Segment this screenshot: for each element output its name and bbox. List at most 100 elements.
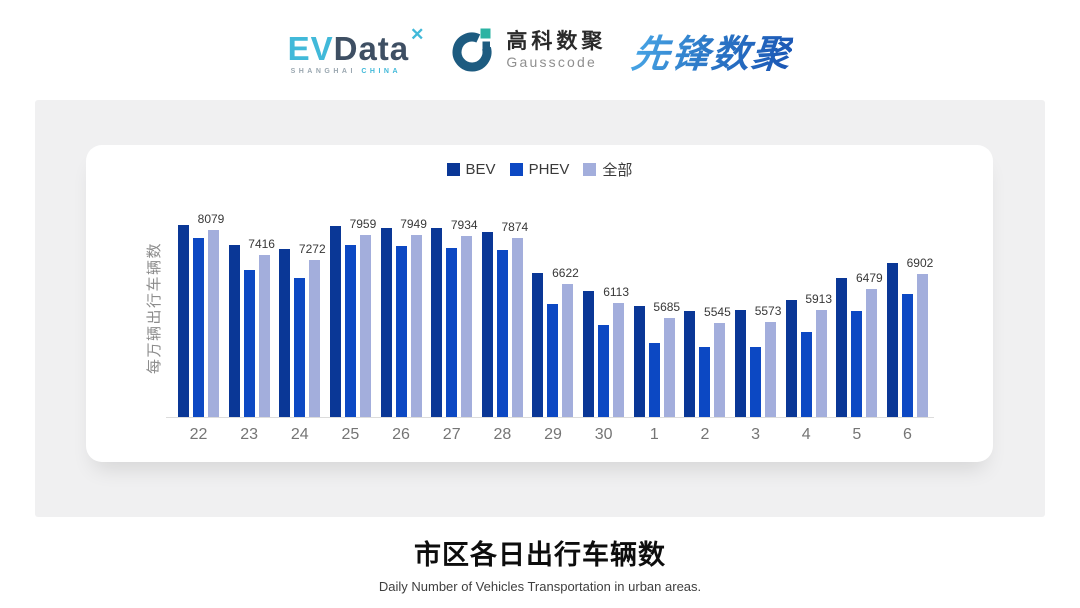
legend-label: BEV bbox=[465, 161, 496, 178]
bar-group-1: 5685 bbox=[633, 217, 680, 417]
gausscode-en-text: Gausscode bbox=[506, 54, 598, 71]
page-footer: 市区各日出行车辆数 Daily Number of Vehicles Trans… bbox=[0, 533, 1080, 594]
chart-panel: BEV PHEV 全部 每万辆出行车辆数 8079 7416 7272 7959 7949 7… bbox=[35, 100, 1045, 517]
bar-全部-24 bbox=[309, 260, 321, 417]
x-axis-label-6: 6 bbox=[903, 426, 912, 443]
bar-BEV-29 bbox=[532, 273, 544, 417]
bar-BEV-4 bbox=[785, 300, 797, 417]
y-axis-title: 每万辆出行车辆数 bbox=[146, 242, 163, 375]
bar-BEV-22 bbox=[178, 225, 189, 417]
bar-全部-22 bbox=[208, 230, 219, 417]
bar-BEV-30 bbox=[583, 291, 595, 417]
x-axis-label-5: 5 bbox=[852, 426, 862, 443]
bar-全部-26 bbox=[410, 235, 422, 417]
bar-全部-23 bbox=[258, 255, 270, 417]
x-axis-label-24: 24 bbox=[290, 426, 309, 443]
chart-legend: BEV PHEV 全部 bbox=[86, 159, 993, 180]
gausscode-wordmark: 高科数聚 Gausscode bbox=[506, 30, 606, 70]
bar-value-label-2: 5545 bbox=[704, 305, 731, 319]
bar-value-label-28: 7874 bbox=[501, 220, 529, 234]
bar-BEV-27 bbox=[431, 228, 443, 417]
legend-swatch-icon bbox=[446, 163, 460, 176]
bar-全部-6 bbox=[916, 274, 928, 417]
bar-group-29: 6622 bbox=[532, 217, 579, 417]
bar-BEV-6 bbox=[886, 263, 898, 417]
bar-PHEV-29 bbox=[547, 304, 559, 417]
x-axis-label-1: 1 bbox=[649, 426, 659, 443]
bar-value-label-26: 7949 bbox=[400, 217, 427, 231]
bar-value-label-24: 7272 bbox=[298, 242, 326, 256]
legend-swatch-icon bbox=[509, 163, 523, 176]
pioneer-wordmark-text: 先锋数聚 bbox=[630, 23, 796, 78]
plot-area: 8079 7416 7272 7959 7949 7934 7874 6622 6113 5685… bbox=[178, 212, 933, 417]
page-subtitle: Daily Number of Vehicles Transportation … bbox=[378, 579, 702, 594]
bar-PHEV-4 bbox=[800, 332, 812, 417]
gausscode-cn-text: 高科数聚 bbox=[506, 29, 607, 53]
bar-PHEV-6 bbox=[901, 294, 913, 417]
bar-全部-3 bbox=[765, 322, 777, 417]
bar-group-3: 5573 bbox=[735, 217, 781, 417]
bar-全部-4 bbox=[815, 310, 827, 417]
bar-BEV-25 bbox=[329, 226, 341, 417]
bar-value-label-27: 7934 bbox=[450, 218, 478, 232]
bar-group-23: 7416 bbox=[228, 217, 275, 417]
legend-item-BEV[interactable]: BEV bbox=[446, 161, 496, 178]
bar-PHEV-2 bbox=[699, 347, 711, 417]
x-axis-label-27: 27 bbox=[442, 426, 461, 443]
bar-value-label-4: 5913 bbox=[805, 292, 833, 306]
bar-value-label-25: 7959 bbox=[349, 217, 377, 231]
legend-item-PHEV[interactable]: PHEV bbox=[509, 161, 570, 178]
evdata-subtext: SHANGHAI CHINA bbox=[288, 68, 426, 75]
bar-BEV-2 bbox=[684, 311, 696, 417]
bar-全部-2 bbox=[714, 323, 726, 417]
bar-value-label-1: 5685 bbox=[653, 300, 681, 314]
bar-全部-29 bbox=[562, 284, 574, 417]
x-axis-label-2: 2 bbox=[700, 426, 710, 443]
evdata-ev-text: EV bbox=[287, 29, 334, 67]
bar-group-30: 6113 bbox=[583, 217, 629, 417]
bar-group-2: 5545 bbox=[684, 217, 731, 417]
bar-value-label-3: 5573 bbox=[754, 304, 782, 318]
x-axis-label-29: 29 bbox=[544, 426, 562, 443]
bar-全部-5 bbox=[866, 289, 878, 417]
pioneer-logo: 先锋数聚 bbox=[630, 23, 794, 78]
bar-value-label-6: 6902 bbox=[906, 256, 934, 270]
legend-item-全部[interactable]: 全部 bbox=[583, 159, 632, 180]
bar-group-22: 8079 bbox=[178, 212, 224, 417]
bar-PHEV-23 bbox=[243, 270, 255, 417]
bar-PHEV-25 bbox=[344, 245, 356, 417]
bar-group-26: 7949 bbox=[380, 217, 427, 417]
evdata-spark-icon: ✕ bbox=[410, 24, 426, 44]
bar-全部-27 bbox=[461, 236, 473, 417]
evdata-shanghai-text: SHANGHAI bbox=[290, 67, 356, 75]
bar-PHEV-22 bbox=[193, 238, 204, 417]
bar-PHEV-3 bbox=[750, 347, 762, 417]
chart-card: BEV PHEV 全部 每万辆出行车辆数 8079 7416 7272 7959 7949 7… bbox=[86, 145, 993, 462]
x-axis-line bbox=[166, 417, 934, 418]
bar-value-label-22: 8079 bbox=[197, 212, 225, 226]
bar-group-6: 6902 bbox=[886, 217, 933, 417]
x-axis-labels: 22 23 24 25 26 27 28 29 30 1 2 3 4 5 6 bbox=[178, 426, 928, 444]
bar-group-24: 7272 bbox=[279, 217, 326, 417]
bar-group-27: 7934 bbox=[431, 217, 478, 417]
bar-group-4: 5913 bbox=[785, 217, 832, 417]
gausscode-g-icon bbox=[452, 28, 492, 72]
legend-label: 全部 bbox=[602, 162, 633, 179]
x-axis-label-23: 23 bbox=[240, 426, 259, 443]
bar-全部-28 bbox=[511, 238, 523, 417]
bar-group-5: 6479 bbox=[836, 217, 883, 417]
bar-value-label-23: 7416 bbox=[248, 237, 275, 251]
bar-全部-1 bbox=[663, 318, 675, 417]
bar-PHEV-28 bbox=[496, 250, 508, 417]
bar-BEV-26 bbox=[380, 228, 392, 417]
legend-label: PHEV bbox=[528, 161, 570, 178]
bar-PHEV-30 bbox=[598, 325, 610, 417]
bar-PHEV-24 bbox=[294, 278, 306, 417]
bar-BEV-5 bbox=[836, 278, 848, 417]
x-axis-label-3: 3 bbox=[751, 426, 760, 443]
x-axis-label-28: 28 bbox=[493, 426, 512, 443]
bar-value-label-29: 6622 bbox=[552, 266, 579, 280]
bar-group-28: 7874 bbox=[481, 217, 528, 417]
page-title: 市区各日出行车辆数 bbox=[414, 540, 666, 570]
bar-全部-25 bbox=[359, 235, 371, 417]
